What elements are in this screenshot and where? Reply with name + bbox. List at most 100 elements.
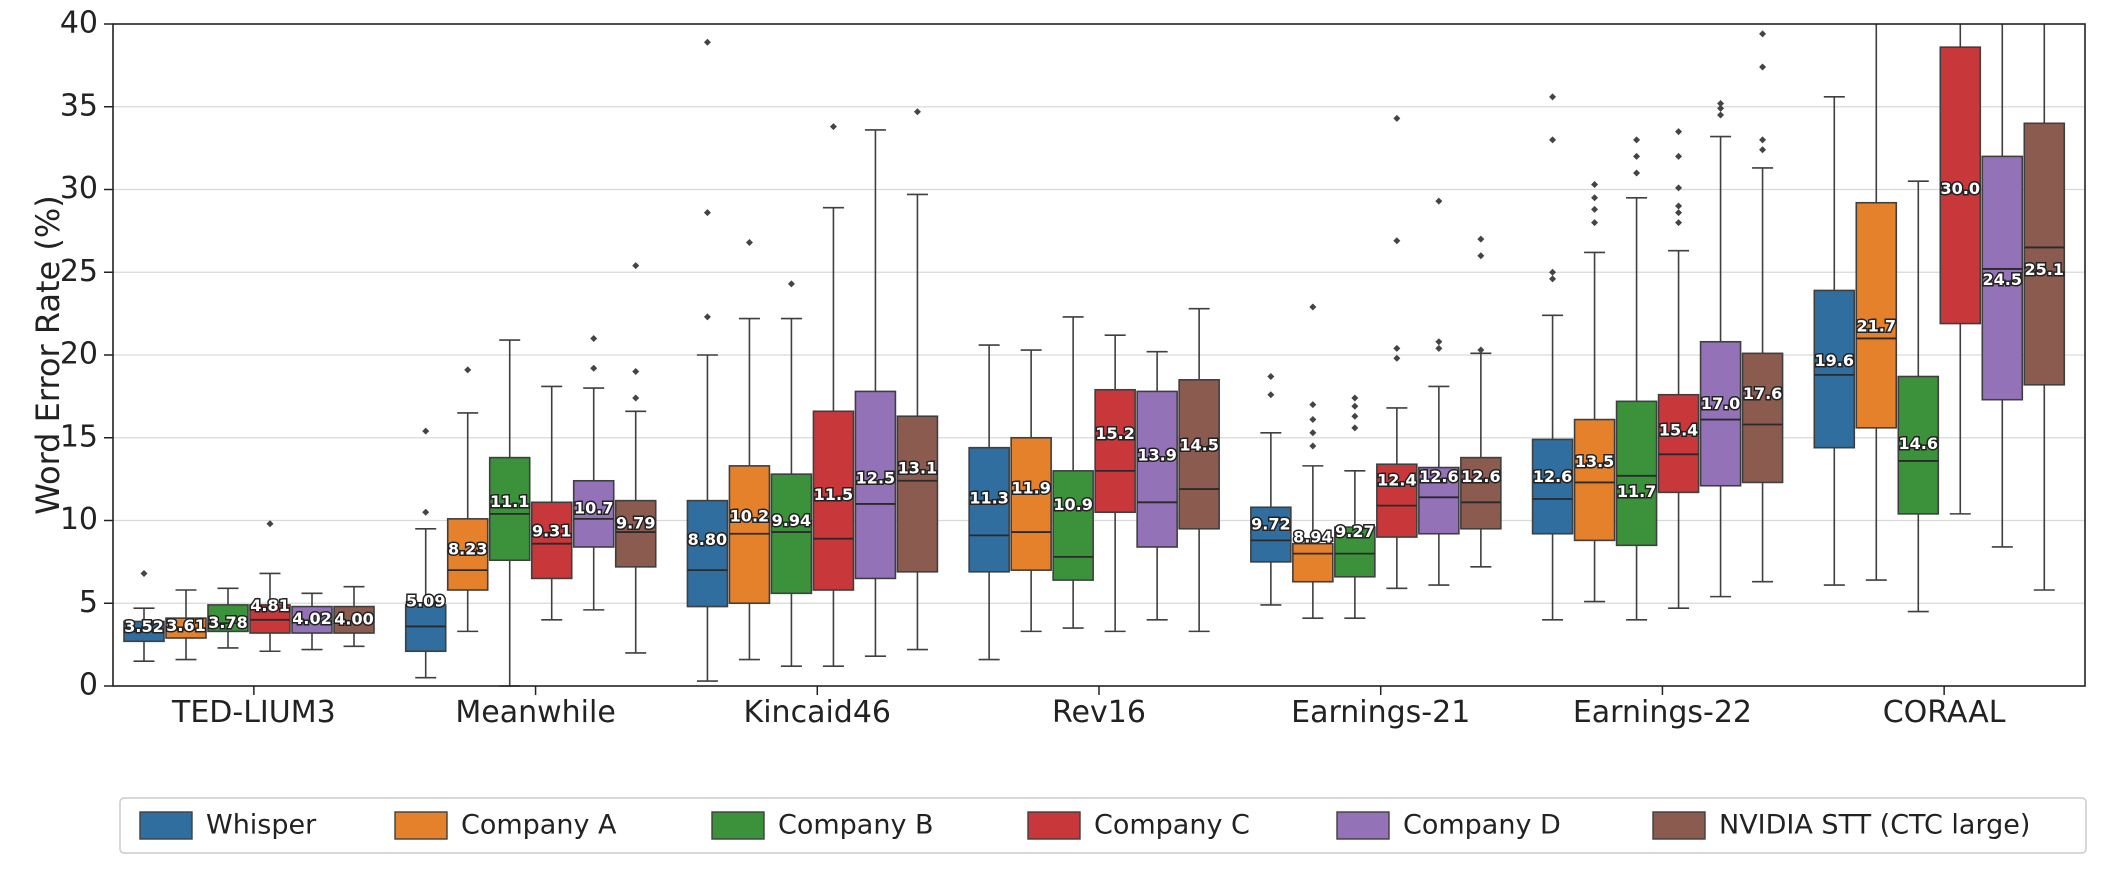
legend-frame [119,797,2087,854]
median-value-label: 12.6 [1533,467,1572,486]
median-value-label: 9.27 [1335,522,1374,541]
box-iqr [1981,155,2024,401]
median-value-label: 8.23 [448,539,487,558]
box-iqr [165,617,207,639]
outlier-point [140,569,148,577]
outlier-point [1717,99,1725,107]
box-iqr [207,604,249,633]
outlier-point [1309,429,1317,437]
median-value-label: 11.1 [490,492,529,511]
y-tick-label: 15 [60,419,98,454]
median-value-label: 13.1 [898,459,937,478]
box-group: 8.23 [446,366,489,633]
outlier-point [1759,30,1767,38]
median-value-label: 17.6 [1743,384,1782,403]
median-value-label: 11.7 [1617,482,1656,501]
outlier-point [1477,346,1485,354]
box-iqr [1813,289,1856,449]
x-tick-label: Kincaid46 [744,695,891,730]
median-value-label: 17.0 [1701,394,1740,413]
x-tick-label: Rev16 [1052,695,1146,730]
outlier-point [422,427,430,435]
legend-label: NVIDIA STT (CTC large) [1719,810,2030,841]
x-tick-label: CORAAL [1883,695,2006,730]
box-iqr [1573,418,1616,542]
box-iqr [1531,438,1574,535]
x-tick-label: Meanwhile [455,695,615,730]
outlier-point [829,123,837,131]
box-group: 4.02 [291,592,333,651]
box-group: 21.7 [1855,24,1898,581]
outlier-point [1351,424,1359,432]
outlier-point [1675,184,1683,192]
box-group: 9.27 [1334,394,1376,619]
outlier-point [1309,442,1317,450]
outlier-point [1591,205,1599,213]
box-iqr [572,479,615,548]
outlier-point [1393,237,1401,245]
outlier-point [1759,63,1767,71]
outlier-point [703,209,711,217]
box-iqr [1699,340,1742,487]
outlier-point [703,313,711,321]
median-value-label: 12.5 [856,469,895,488]
box-group: 9.94 [770,280,813,667]
box-iqr [812,410,855,591]
legend-item: NVIDIA STT (CTC large) [1652,810,2030,841]
y-tick-label: 20 [60,337,98,372]
outlier-point [632,394,640,402]
box-iqr [530,501,573,580]
box-iqr [1657,393,1700,494]
x-tick-label: Earnings-21 [1291,695,1470,730]
median-value-label: 3.52 [124,617,163,636]
box-iqr [896,415,939,573]
x-tick-label: Earnings-22 [1573,695,1752,730]
box-iqr [1178,379,1220,530]
box-group: 11.1 [488,339,531,687]
box-iqr [1292,542,1334,583]
median-value-label: 9.31 [532,521,571,540]
outlier-point [1675,202,1683,210]
outlier-point [1591,219,1599,227]
box-group: 3.78 [207,587,249,649]
box-group: 4.00 [333,585,375,648]
median-value-label: 9.94 [772,511,811,530]
outlier-point [1309,416,1317,424]
outlier-point [1435,344,1443,352]
box-group: 13.5 [1573,181,1616,603]
outlier-point [1591,194,1599,202]
box-group: 12.4 [1376,114,1418,590]
box-group: 30.0 [1939,24,1982,515]
legend-swatch [1652,811,1706,840]
median-value-label: 15.4 [1659,421,1698,440]
y-tick-label: 40 [60,6,98,41]
box-group: 19.6 [1813,96,1856,586]
box-series: 3.52 5.09 8.80 11.3 9.72 12.6 19.6 3.61 8.23 10.2… [123,24,2066,687]
box-iqr [1741,352,1784,484]
box-iqr [333,605,375,634]
box-group: 12.6 [1531,93,1574,621]
outlier-point [1267,391,1275,399]
outlier-point [266,520,274,528]
outlier-point [1393,114,1401,122]
median-value-label: 11.3 [969,488,1008,507]
outlier-point [1549,136,1557,144]
box-group: 9.79 [614,262,657,654]
outlier-point [1351,412,1359,420]
x-tick-label: TED-LIUM3 [171,695,336,730]
median-value-label: 3.78 [208,613,247,632]
legend-item: Whisper [139,810,317,841]
median-value-label: 4.02 [292,609,331,628]
box-iqr [1376,463,1418,538]
outlier-point [1351,394,1359,402]
box-iqr [1897,375,1940,515]
legend: Whisper Company A Company B Company C Compan… [119,797,2087,854]
box-group: 14.5 [1178,307,1220,633]
outlier-point [1549,275,1557,283]
box-iqr [1418,466,1460,535]
box-group: 10.2 [728,238,771,661]
box-iqr [770,473,813,595]
outlier-point [703,38,711,46]
legend-label: Whisper [206,810,317,841]
box-iqr [1939,46,1982,325]
